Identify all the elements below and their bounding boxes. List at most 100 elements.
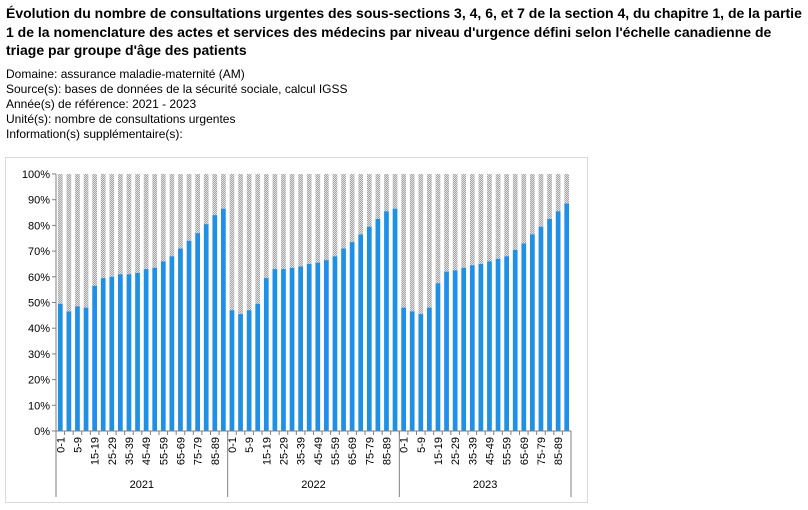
y-tick-label: 50% xyxy=(28,298,50,310)
x-tick-label: 15-19 xyxy=(261,437,273,465)
x-tick-label: 45-49 xyxy=(484,437,496,465)
bar-segment-upper xyxy=(195,174,200,234)
bar-segment-upper xyxy=(306,174,312,264)
x-tick-label: 15-19 xyxy=(433,437,445,465)
bar-segment-lower xyxy=(109,276,115,431)
bar-segment-lower xyxy=(487,261,492,431)
bar-segment-upper xyxy=(418,174,424,315)
group-label: 2022 xyxy=(301,479,325,491)
bar-segment-lower xyxy=(246,310,252,431)
bar-segment-upper xyxy=(263,174,269,279)
bar-segment-upper xyxy=(384,174,389,212)
bar-segment-lower xyxy=(401,307,406,431)
x-tick-label: 5-9 xyxy=(72,437,84,453)
bar-segment-upper xyxy=(186,174,192,241)
bar-segment-upper xyxy=(83,174,89,308)
bar-segment-upper xyxy=(281,174,286,270)
bar-segment-upper xyxy=(538,174,544,227)
bar-segment-upper xyxy=(392,174,398,209)
x-tick-label: 65-69 xyxy=(519,437,531,465)
bar-segment-lower xyxy=(469,265,475,431)
x-tick-label: 85-89 xyxy=(553,437,565,465)
bar-segment-lower xyxy=(495,258,501,431)
bar-segment-upper xyxy=(75,174,80,307)
bar-segment-lower xyxy=(564,203,570,431)
meta-info: Information(s) supplémentaire(s): xyxy=(6,127,183,141)
y-tick-label: 100% xyxy=(22,169,50,181)
bar-segment-lower xyxy=(169,256,175,431)
bar-segment-upper xyxy=(315,174,321,263)
bar-segment-lower xyxy=(547,218,552,431)
bar-segment-upper xyxy=(435,174,441,284)
x-tick-label: 0-1 xyxy=(399,437,411,453)
bar-segment-lower xyxy=(178,248,183,431)
bar-segment-lower xyxy=(255,303,261,431)
bar-segment-lower xyxy=(555,211,561,431)
bar-segment-lower xyxy=(358,234,364,431)
bar-segment-lower xyxy=(83,307,89,431)
bar-segment-upper xyxy=(160,174,166,262)
x-tick-label: 85-89 xyxy=(381,437,393,465)
x-tick-label: 55-59 xyxy=(502,437,514,465)
bar-segment-lower xyxy=(66,311,72,431)
bar-segment-lower xyxy=(298,266,303,431)
x-tick-label: 75-79 xyxy=(193,437,205,465)
bar-segment-upper xyxy=(452,174,458,271)
x-tick-label: 55-59 xyxy=(330,437,342,465)
bar-segment-lower xyxy=(444,271,449,431)
bar-segment-upper xyxy=(401,174,406,308)
bar-segment-lower xyxy=(521,243,527,431)
bar-segment-lower xyxy=(92,285,97,431)
bar-segment-lower xyxy=(392,208,398,431)
bar-segment-lower xyxy=(238,314,243,431)
bar-segment-lower xyxy=(375,218,381,431)
bar-segment-upper xyxy=(203,174,209,225)
bar-segment-upper xyxy=(152,174,158,268)
bar-segment-upper xyxy=(512,174,518,250)
meta-unite: Unité(s): nombre de consultations urgent… xyxy=(6,112,236,126)
bar-segment-upper xyxy=(324,174,329,261)
x-tick-label: 75-79 xyxy=(536,437,548,465)
bar-segment-upper xyxy=(461,174,467,268)
bar-segment-lower xyxy=(427,307,432,431)
bar-segment-lower xyxy=(478,263,484,431)
bar-segment-upper xyxy=(358,174,364,235)
y-tick-label: 80% xyxy=(28,220,50,232)
bar-segment-upper xyxy=(366,174,372,227)
bar-segment-upper xyxy=(504,174,509,257)
bar-segment-upper xyxy=(143,174,149,270)
bar-segment-upper xyxy=(272,174,278,270)
bar-segment-upper xyxy=(126,174,132,275)
x-tick-label: 35-39 xyxy=(296,437,308,465)
bar-segment-upper xyxy=(547,174,552,219)
bar-segment-upper xyxy=(246,174,252,311)
y-tick-label: 70% xyxy=(28,246,50,258)
chart-area: 0% 10% 20% 30% 40% 50% 60% 70% 80% 90% 100% 0-1 5-9 1… xyxy=(5,157,588,503)
x-tick-label: 35-39 xyxy=(124,437,136,465)
bar-segment-upper xyxy=(221,174,226,209)
bar-segment-lower xyxy=(452,270,458,431)
bar-segment-lower xyxy=(315,262,321,431)
bar-segment-lower xyxy=(143,269,149,431)
bar-segment-upper xyxy=(100,174,106,279)
x-tick-label: 0-1 xyxy=(227,437,239,453)
bar-segment-upper xyxy=(555,174,561,212)
bar-segment-upper xyxy=(229,174,235,311)
x-tick-label: 65-69 xyxy=(175,437,187,465)
bar-segment-upper xyxy=(118,174,123,275)
x-tick-label: 5-9 xyxy=(244,437,256,453)
bar-segment-lower xyxy=(135,272,140,431)
bar-segment-lower xyxy=(263,278,269,431)
bar-segment-lower xyxy=(118,274,123,431)
x-tick-label: 55-59 xyxy=(158,437,170,465)
bar-segment-lower xyxy=(221,208,226,431)
y-tick-label: 10% xyxy=(28,400,50,412)
bar-segment-lower xyxy=(538,226,544,431)
bar-segment-upper xyxy=(92,174,97,286)
x-tick-label: 35-39 xyxy=(467,437,479,465)
bar-segment-lower xyxy=(100,278,106,431)
bar-segment-upper xyxy=(169,174,175,257)
bar-segment-upper xyxy=(255,174,261,304)
bar-segment-upper xyxy=(375,174,381,219)
bar-segment-lower xyxy=(504,256,509,431)
